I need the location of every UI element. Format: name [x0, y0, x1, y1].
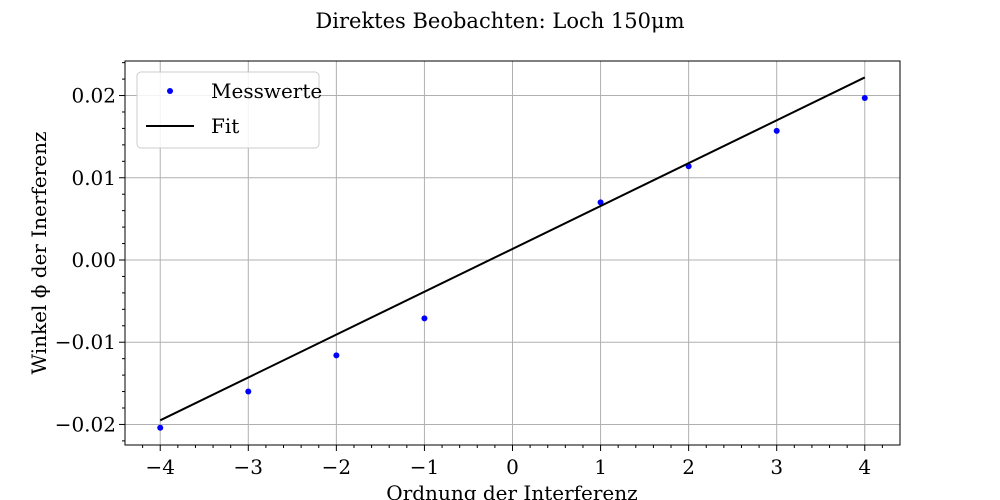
x-tick-label: 3	[770, 455, 783, 479]
data-point	[157, 424, 164, 431]
chart-title: Direktes Beobachten: Loch 150μm	[315, 9, 684, 33]
y-tick-label: 0.02	[71, 84, 116, 108]
x-tick-label: 1	[594, 455, 607, 479]
tick-layer: −4 −3 −2 −1 0 1 2 3 4 −0.02 −0.01 0.00 0.01 0.02	[55, 62, 883, 479]
x-tick-label: −4	[145, 455, 174, 479]
data-point	[421, 315, 428, 322]
data-layer	[157, 76, 868, 431]
y-tick-label: −0.02	[55, 412, 116, 436]
y-axis-label: Winkel ϕ der Inerferenz	[27, 132, 51, 375]
legend-label-messwerte: Messwerte	[211, 79, 322, 103]
legend-marker-messwerte	[167, 88, 173, 94]
data-point	[597, 199, 604, 206]
x-tick-label: 4	[858, 455, 871, 479]
fit-line	[159, 76, 866, 422]
grid-layer	[125, 61, 900, 445]
x-axis-label: Ordnung der Interferenz	[386, 481, 637, 500]
x-tick-label: 0	[506, 455, 519, 479]
legend-label-fit: Fit	[211, 114, 239, 138]
y-tick-label: 0.01	[71, 166, 116, 190]
x-tick-label: −1	[410, 455, 439, 479]
x-tick-label: −2	[322, 455, 351, 479]
data-point	[861, 95, 868, 102]
data-point	[773, 127, 780, 134]
x-tick-label: −3	[234, 455, 263, 479]
y-tick-label: 0.00	[71, 248, 116, 272]
data-point	[333, 352, 340, 359]
y-tick-label: −0.01	[55, 330, 116, 354]
data-point	[245, 388, 252, 395]
x-tick-label: 2	[682, 455, 695, 479]
legend-box	[136, 71, 320, 149]
legend: Messwerte Fit	[136, 71, 322, 149]
